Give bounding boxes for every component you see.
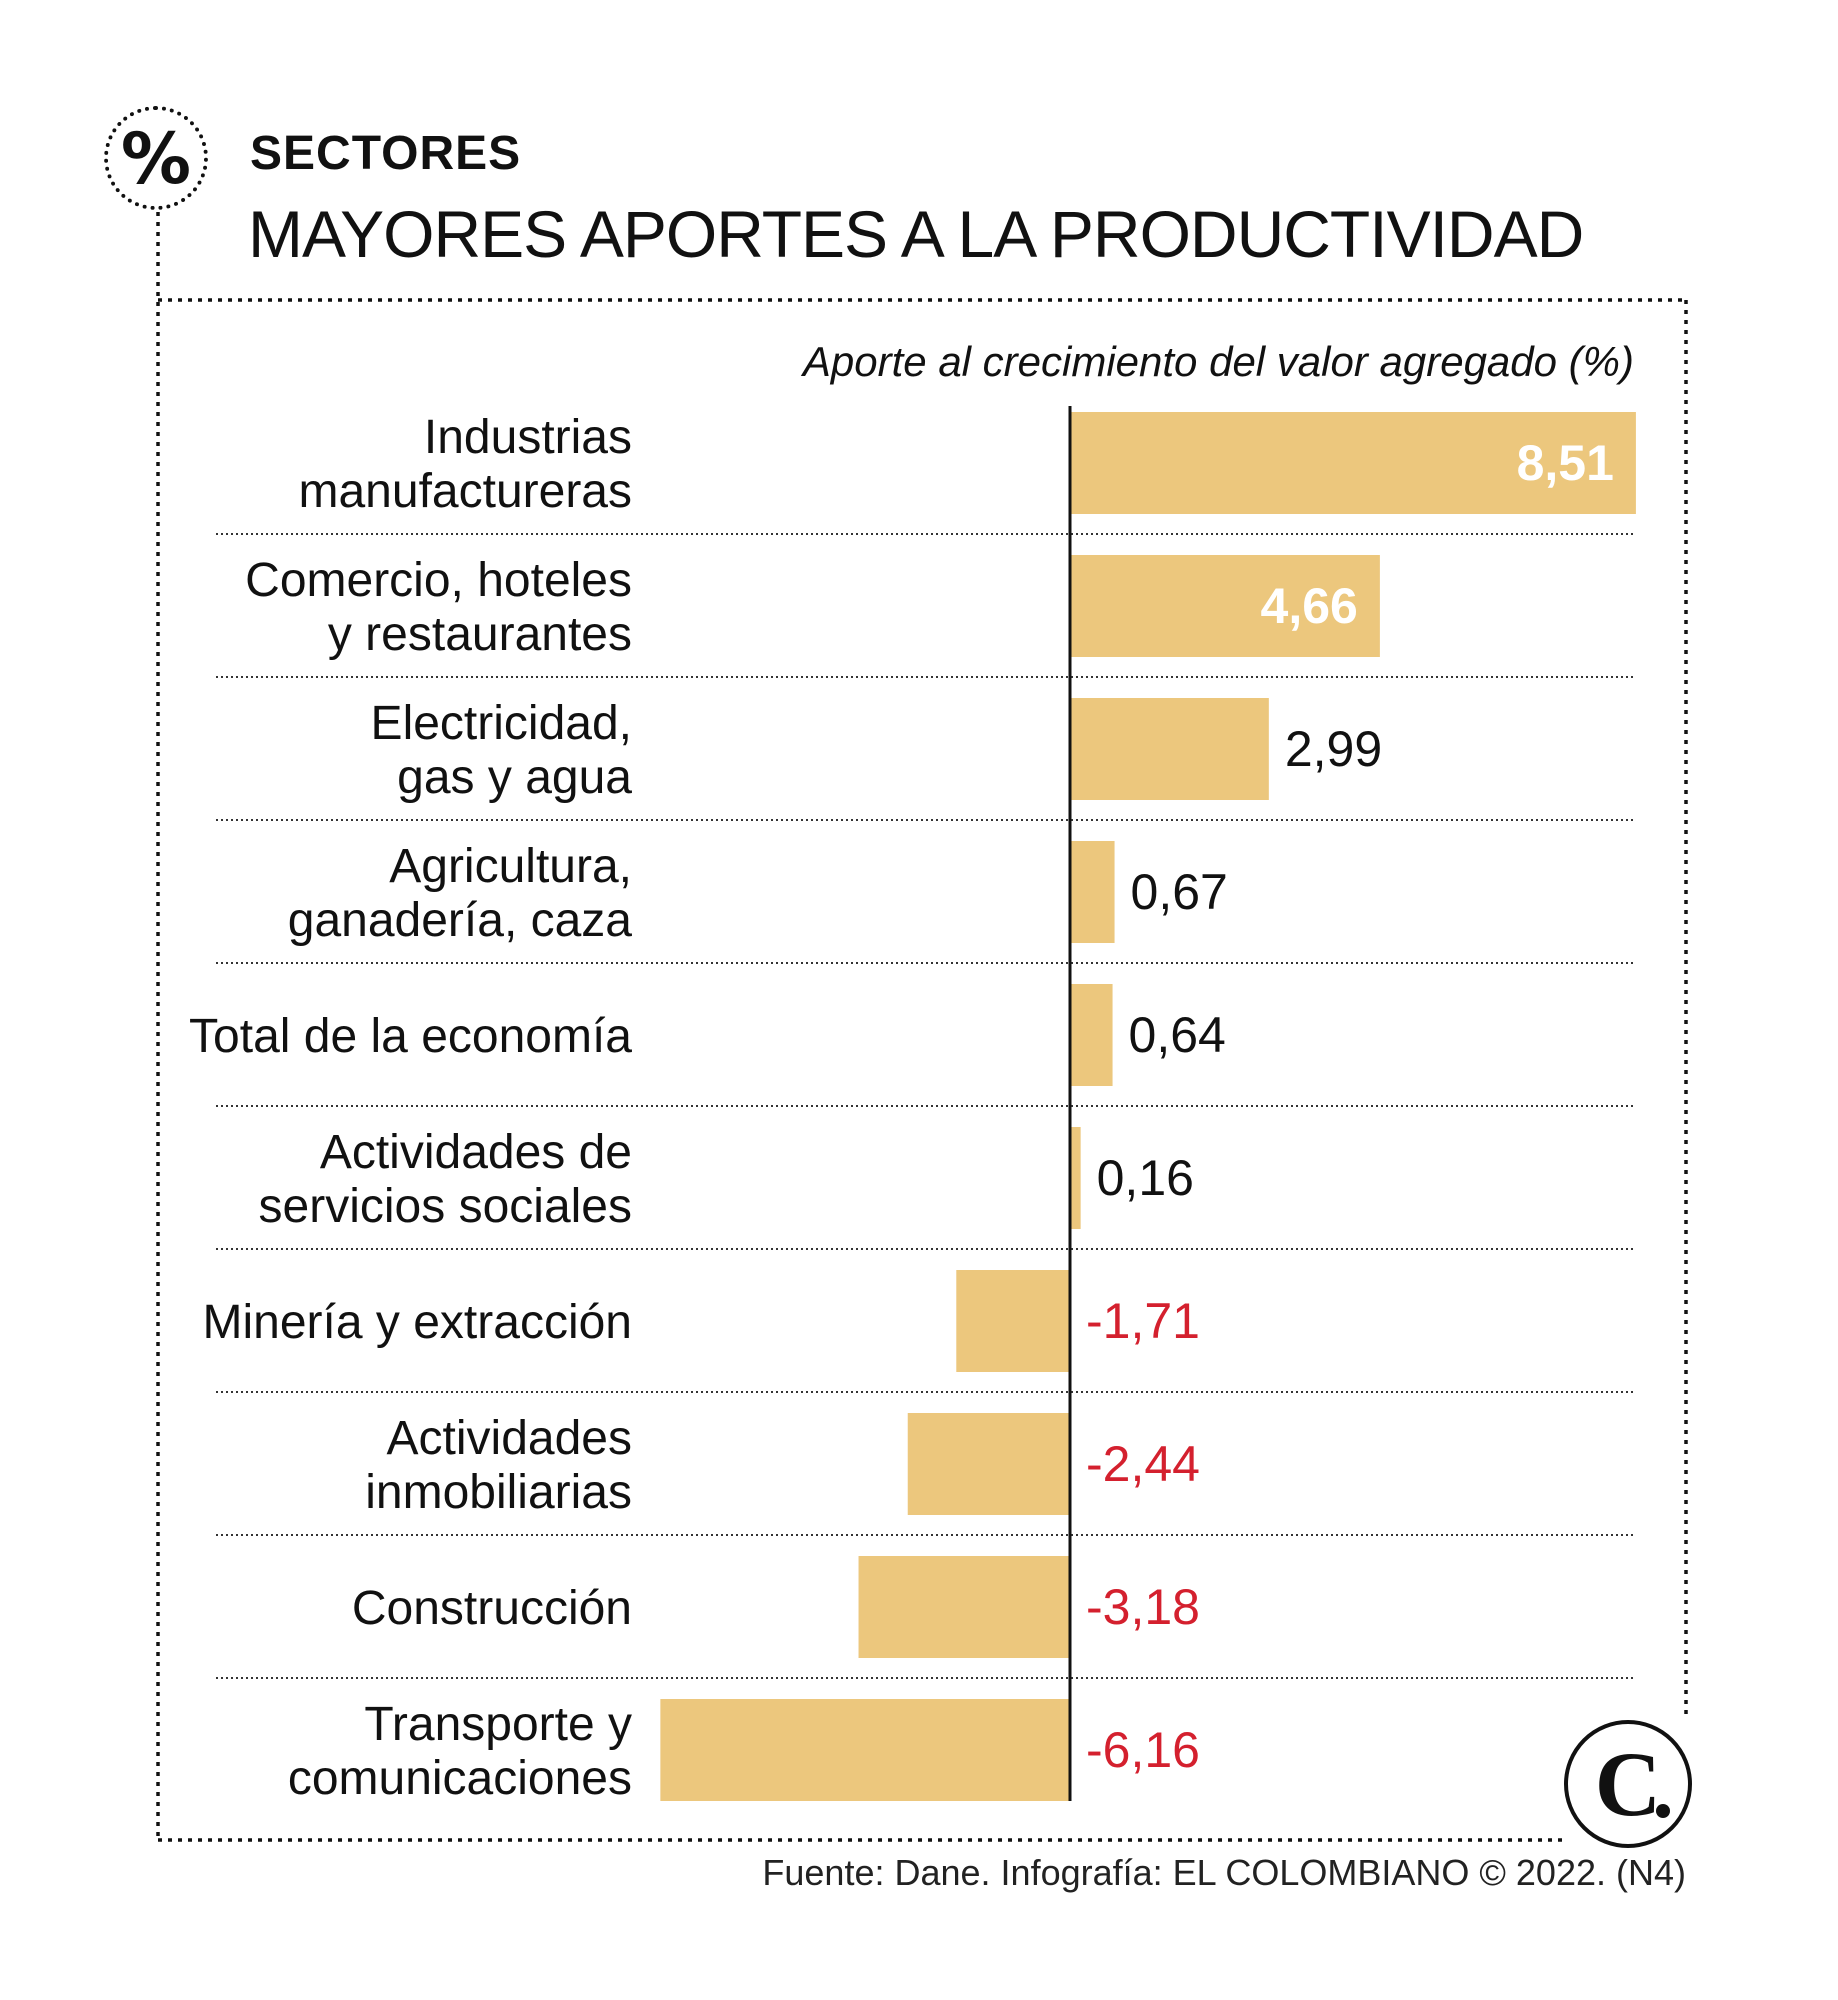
data-label: 4,66 <box>1261 578 1358 634</box>
bar <box>956 1270 1070 1372</box>
category-label: Agricultura, <box>389 840 632 893</box>
category-label: Total de la economía <box>189 1010 632 1063</box>
data-label: -2,44 <box>1086 1436 1200 1492</box>
category-label: ganadería, caza <box>288 894 633 947</box>
data-label: 0,67 <box>1131 864 1228 920</box>
category-label: Comercio, hoteles <box>245 554 632 607</box>
category-label: Transporte y <box>364 1698 632 1751</box>
category-label: manufactureras <box>299 465 633 518</box>
category-label: Electricidad, <box>371 697 632 750</box>
category-label: Actividades de <box>320 1126 632 1179</box>
bar <box>1070 984 1113 1086</box>
category-label: Minería y extracción <box>203 1296 633 1349</box>
bar <box>1070 555 1380 657</box>
source-note: Fuente: Dane. Infografía: EL COLOMBIANO … <box>762 1852 1686 1893</box>
bar <box>660 1699 1070 1801</box>
data-label: 2,99 <box>1285 721 1382 777</box>
chart-subtitle: Aporte al crecimiento del valor agregado… <box>800 338 1634 385</box>
category-label: comunicaciones <box>288 1752 632 1805</box>
category-label: Actividades <box>387 1412 632 1465</box>
bar <box>858 1556 1070 1658</box>
category-label: inmobiliarias <box>365 1466 632 1519</box>
category-label: servicios sociales <box>259 1180 632 1233</box>
bar <box>1070 1127 1081 1229</box>
data-label: -3,18 <box>1086 1579 1200 1635</box>
el-colombiano-logo: C <box>1564 1720 1692 1848</box>
data-label: -1,71 <box>1086 1293 1200 1349</box>
bar <box>907 1413 1070 1515</box>
bar <box>1070 698 1269 800</box>
data-label: -6,16 <box>1086 1722 1200 1778</box>
data-label: 8,51 <box>1517 435 1614 491</box>
data-label: 0,64 <box>1129 1007 1226 1063</box>
percent-icon: % <box>104 106 208 210</box>
category-label: gas y agua <box>397 751 632 804</box>
category-label: y restaurantes <box>328 608 632 661</box>
data-label: 0,16 <box>1097 1150 1194 1206</box>
bar <box>1070 412 1636 514</box>
bar <box>1070 841 1115 943</box>
category-label: Construcción <box>352 1582 632 1635</box>
section-label: SECTORES <box>250 127 522 180</box>
chart-title: MAYORES APORTES A LA PRODUCTIVIDAD <box>248 197 1584 271</box>
category-label: Industrias <box>424 411 632 464</box>
